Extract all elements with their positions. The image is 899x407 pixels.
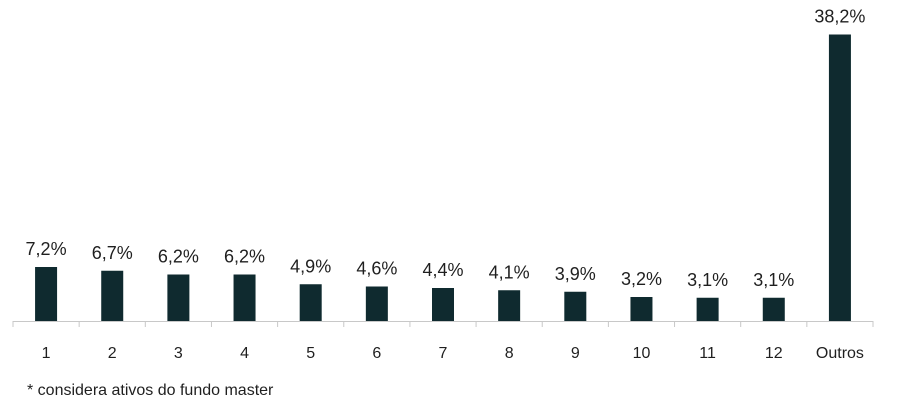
data-label-11: 3,1% — [687, 270, 728, 290]
x-tick-label-4: 4 — [240, 345, 249, 362]
bar-6 — [365, 286, 388, 321]
footnote: * considera ativos do fundo master — [27, 382, 274, 399]
x-tick-label-7: 7 — [439, 345, 448, 362]
x-tick-label-6: 6 — [372, 345, 381, 362]
x-tick-label-1: 1 — [42, 345, 51, 362]
bar-1 — [35, 267, 58, 321]
bar-10 — [630, 297, 653, 321]
data-label-3: 6,2% — [158, 247, 199, 267]
x-tick-label-12: 12 — [765, 345, 783, 362]
data-label-9: 3,9% — [555, 264, 596, 284]
bar-9 — [564, 291, 587, 321]
data-label-6: 4,6% — [356, 259, 397, 279]
data-label-1: 7,2% — [26, 239, 67, 259]
x-tick-label-11: 11 — [699, 345, 716, 362]
data-label-12: 3,1% — [753, 270, 794, 290]
bar-3 — [167, 274, 190, 321]
bar-2 — [101, 270, 124, 321]
bar-8 — [498, 290, 521, 321]
bar-4 — [233, 274, 256, 321]
bar-11 — [696, 297, 719, 321]
bar-5 — [299, 284, 322, 321]
x-tick-label-8: 8 — [505, 345, 514, 362]
data-label-7: 4,4% — [422, 260, 463, 280]
x-tick-label-9: 9 — [571, 345, 580, 362]
data-label-outros: 38,2% — [814, 7, 865, 27]
data-label-5: 4,9% — [290, 256, 331, 276]
x-tick-label-10: 10 — [633, 345, 651, 362]
data-label-4: 6,2% — [224, 247, 265, 267]
x-tick-label-2: 2 — [108, 345, 117, 362]
bar-7 — [432, 288, 454, 321]
data-label-8: 4,1% — [489, 262, 530, 282]
bar-outros — [828, 34, 851, 321]
bar-12 — [762, 297, 785, 321]
x-tick-label-3: 3 — [174, 345, 183, 362]
data-label-2: 6,7% — [92, 243, 133, 263]
x-tick-label-5: 5 — [306, 345, 315, 362]
x-tick-label-outros: Outros — [816, 345, 864, 362]
data-label-10: 3,2% — [621, 269, 662, 289]
